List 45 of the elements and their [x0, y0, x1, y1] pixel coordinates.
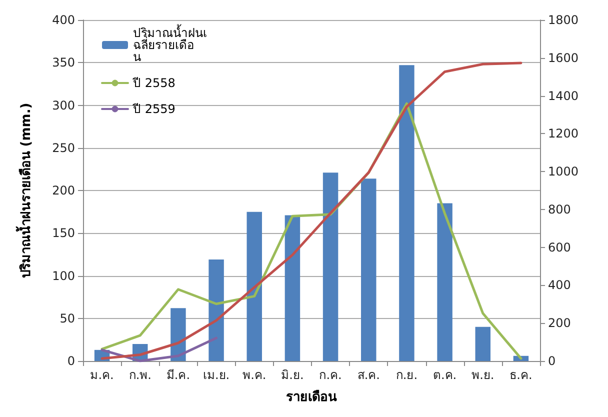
x-tick-label: เม.ย. — [202, 368, 230, 382]
legend-label: ปริมาณน้ำฝนเฉลี่ยรายเดือน — [133, 24, 207, 64]
bar — [322, 172, 338, 361]
x-tick-label: ส.ค. — [357, 368, 380, 382]
bar — [208, 260, 224, 361]
y-tick-label: 0 — [67, 354, 75, 368]
y2-tick-label: 1800 — [548, 13, 579, 27]
x-tick-label: ก.ค. — [319, 368, 342, 382]
x-tick-label: พ.ค. — [242, 368, 266, 382]
y-tick-label: 100 — [52, 268, 75, 283]
bar — [475, 326, 490, 361]
y-tick-label: 400 — [52, 13, 75, 27]
y2-tick-label: 600 — [548, 240, 571, 254]
bar — [399, 65, 414, 361]
legend-label: ปี 2559 — [132, 102, 176, 116]
y-tick-label: 150 — [52, 226, 75, 240]
line-series — [100, 336, 218, 362]
y2-tick-label: 1400 — [548, 88, 579, 103]
x-tick-label: ต.ค. — [432, 368, 457, 382]
bar — [284, 215, 300, 361]
y-tick-label: 50 — [60, 311, 75, 326]
x-tick-label: มิ.ย. — [281, 368, 304, 382]
x-tick-label: พ.ย. — [472, 368, 494, 382]
x-tick-label: มี.ค. — [166, 368, 190, 382]
x-tick-label: ธ.ค. — [510, 368, 532, 382]
y2-tick-label: 1600 — [548, 50, 579, 65]
legend-label: ปี 2558 — [132, 76, 176, 90]
x-axis-title: รายเดือน — [286, 389, 337, 405]
y2-tick-label: 1000 — [548, 164, 579, 179]
y-tick-label: 350 — [52, 56, 75, 70]
y2-tick-label: 0 — [548, 354, 556, 368]
x-tick-label: ม.ค. — [90, 368, 114, 382]
y-tick-label: 250 — [52, 140, 75, 155]
y-tick-label: 200 — [52, 184, 75, 198]
bar — [246, 212, 262, 361]
bar — [437, 203, 452, 361]
x-tick-label: ก.พ. — [128, 368, 152, 382]
y2-tick-label: 400 — [548, 278, 571, 292]
y2-tick-label: 200 — [548, 316, 571, 330]
x-tick-label: ก.ย. — [396, 368, 418, 382]
y2-tick-label: 800 — [548, 202, 571, 216]
bar — [361, 178, 376, 361]
y2-tick-label: 1200 — [548, 126, 579, 141]
y-tick-label: 300 — [52, 98, 75, 112]
y-axis-title: ปริมาณน้ำฝนรายเดือน (mm.) — [15, 102, 34, 278]
